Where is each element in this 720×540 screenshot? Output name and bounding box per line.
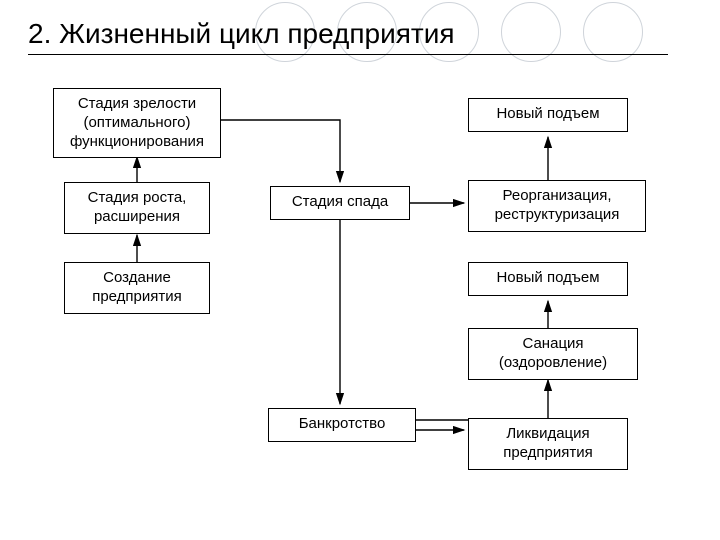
node-maturity: Стадия зрелости(оптимального)функциониро…: [53, 88, 221, 158]
node-decline: Стадия спада: [270, 186, 410, 220]
node-growth: Стадия роста,расширения: [64, 182, 210, 234]
edge-bankruptcy-sanation: [416, 380, 548, 420]
node-bankruptcy: Банкротство: [268, 408, 416, 442]
lifecycle-diagram: Стадия зрелости(оптимального)функциониро…: [0, 70, 720, 540]
node-sanation: Санация(оздоровление): [468, 328, 638, 380]
edge-maturity-decline: [221, 120, 340, 182]
node-creation: Созданиепредприятия: [64, 262, 210, 314]
node-reorg: Реорганизация,реструктуризация: [468, 180, 646, 232]
node-rise2: Новый подъем: [468, 262, 628, 296]
node-liquidation: Ликвидацияпредприятия: [468, 418, 628, 470]
page-title: 2. Жизненный цикл предприятия: [28, 18, 668, 55]
node-rise1: Новый подъем: [468, 98, 628, 132]
